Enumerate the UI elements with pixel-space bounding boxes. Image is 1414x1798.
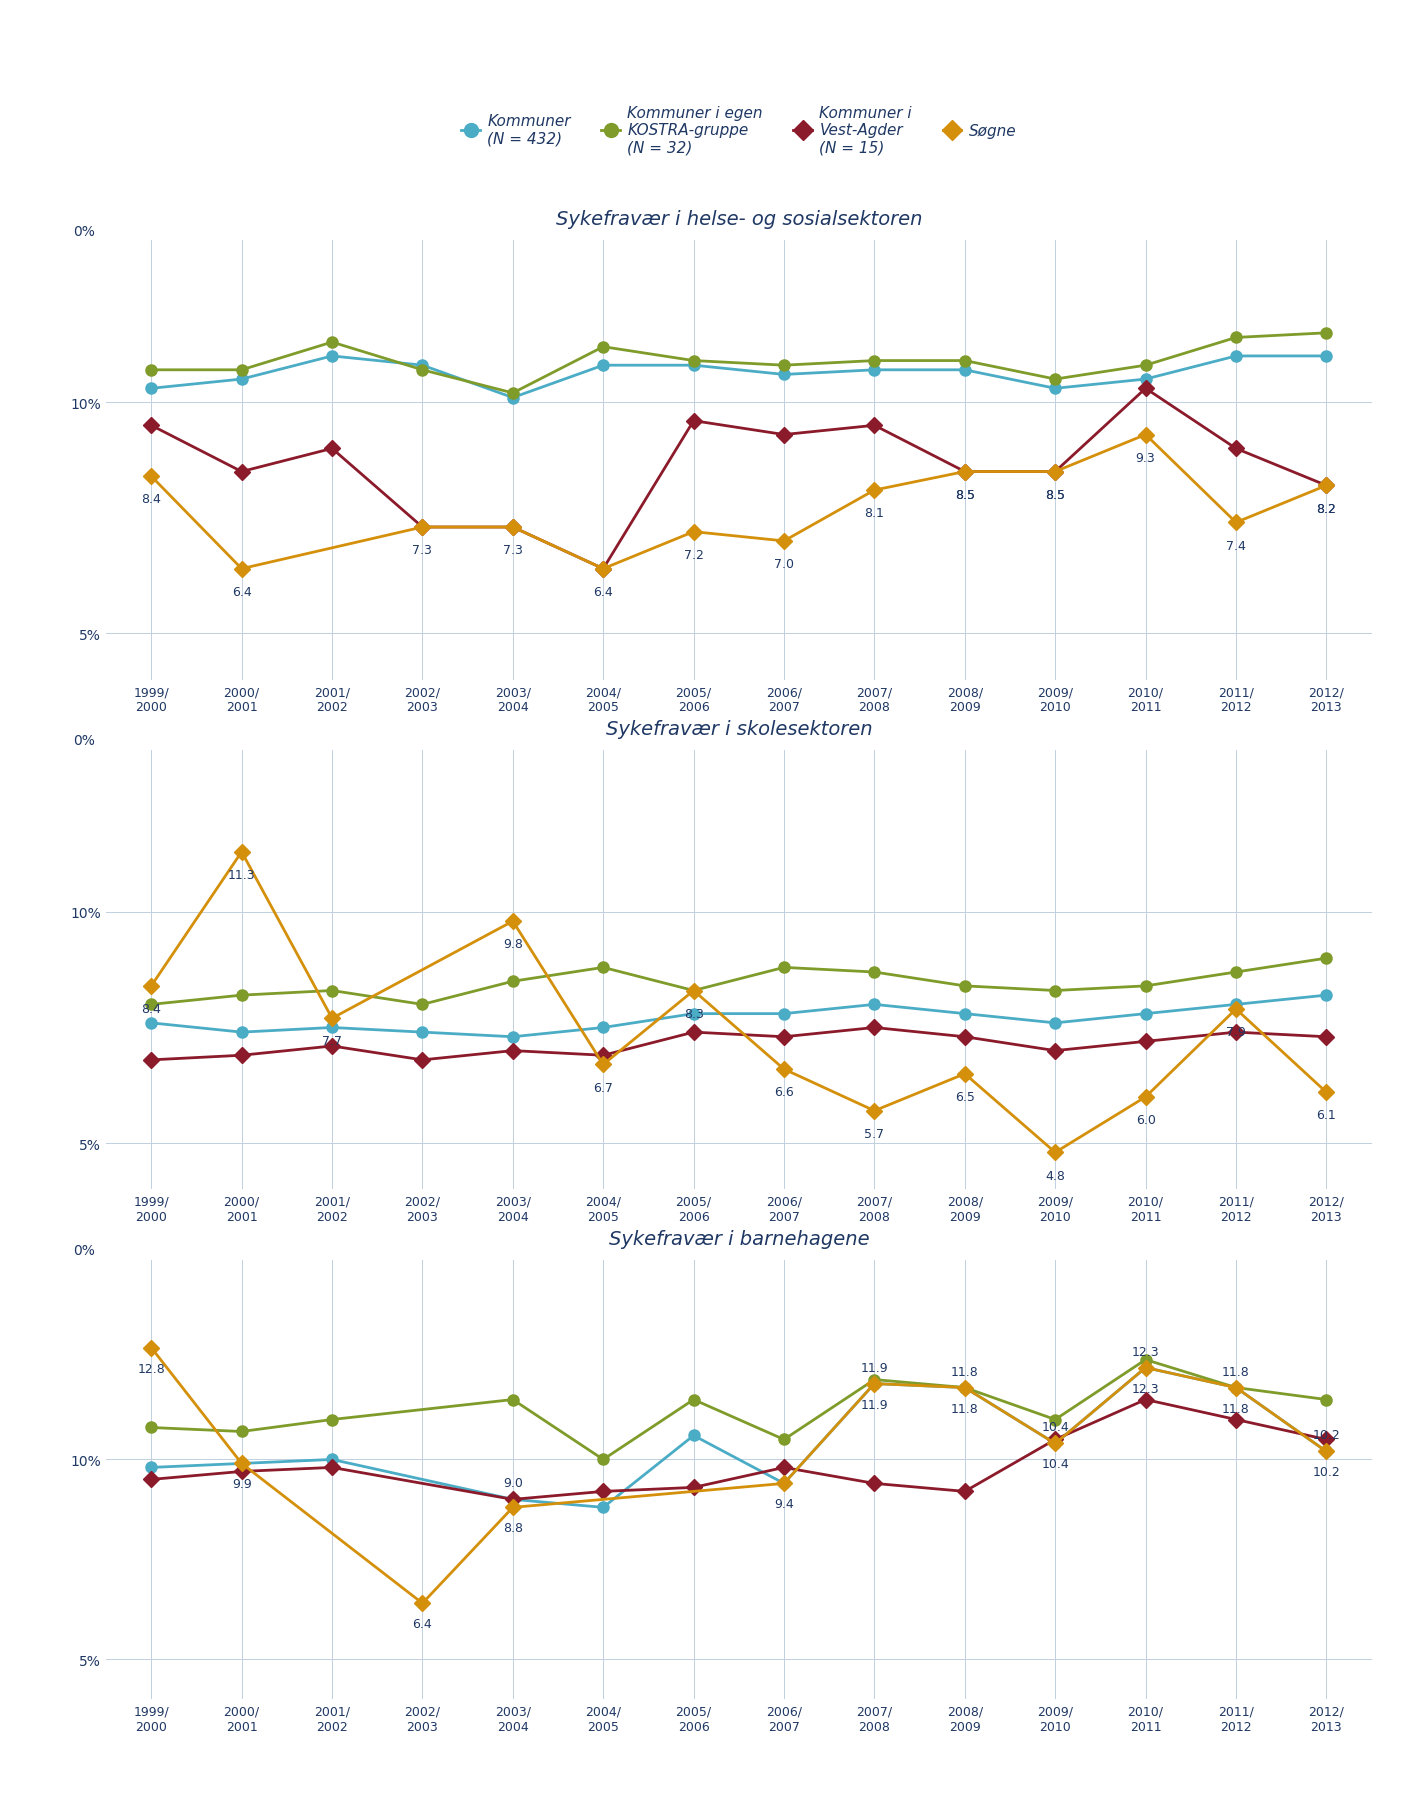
Text: 11.9: 11.9 [861, 1397, 888, 1411]
Text: 12.8: 12.8 [137, 1361, 165, 1375]
Text: 8.1: 8.1 [864, 507, 884, 520]
Text: 9.9: 9.9 [232, 1478, 252, 1491]
Text: 10.2: 10.2 [1312, 1465, 1340, 1478]
Text: 0%: 0% [74, 1242, 95, 1257]
Text: 8.4: 8.4 [141, 493, 161, 505]
Text: 11.3: 11.3 [228, 868, 256, 881]
Text: 8.2: 8.2 [1316, 502, 1336, 516]
Text: 9.4: 9.4 [773, 1498, 793, 1510]
Text: 7.7: 7.7 [322, 1036, 342, 1048]
Text: 6.4: 6.4 [232, 586, 252, 599]
Text: 11.8: 11.8 [952, 1365, 978, 1377]
Legend: Kommuner
(N = 432), Kommuner i egen
KOSTRA-gruppe
(N = 32), Kommuner i
Vest-Agde: Kommuner (N = 432), Kommuner i egen KOST… [461, 106, 1017, 155]
Text: 7.2: 7.2 [684, 548, 704, 561]
Text: 9.0: 9.0 [503, 1476, 523, 1489]
Text: 6.4: 6.4 [413, 1616, 433, 1631]
Text: 8.5: 8.5 [1045, 489, 1065, 502]
Text: Sykefravær i helse- og sosialsektoren: Sykefravær i helse- og sosialsektoren [556, 210, 922, 228]
Text: 6.4: 6.4 [594, 586, 614, 599]
Text: 8.2: 8.2 [1316, 502, 1336, 516]
Text: 11.8: 11.8 [1222, 1402, 1250, 1415]
Text: 10.4: 10.4 [1041, 1458, 1069, 1471]
Text: 5.7: 5.7 [864, 1127, 884, 1140]
Text: 6.1: 6.1 [1316, 1109, 1336, 1122]
Text: 9.8: 9.8 [503, 939, 523, 951]
Text: 12.3: 12.3 [1131, 1345, 1159, 1357]
Text: 11.8: 11.8 [1222, 1365, 1250, 1377]
Text: 0%: 0% [74, 225, 95, 239]
Text: 10.4: 10.4 [1041, 1420, 1069, 1433]
Text: 10.2: 10.2 [1312, 1429, 1340, 1442]
Text: 7.4: 7.4 [1226, 539, 1246, 552]
Text: 6.5: 6.5 [954, 1090, 974, 1104]
Text: 8.5: 8.5 [954, 489, 974, 502]
Text: 7.9: 7.9 [1226, 1025, 1246, 1039]
Text: 9.3: 9.3 [1135, 451, 1155, 464]
Text: 6.0: 6.0 [1135, 1113, 1155, 1126]
Text: 7.3: 7.3 [503, 545, 523, 557]
Text: 6.6: 6.6 [773, 1086, 793, 1099]
Text: 0%: 0% [74, 734, 95, 748]
Text: 6.7: 6.7 [594, 1081, 614, 1093]
Text: Sykefravær i skolesektoren: Sykefravær i skolesektoren [605, 719, 872, 739]
Text: 8.8: 8.8 [503, 1521, 523, 1534]
Text: 7.0: 7.0 [773, 557, 795, 570]
Text: 8.4: 8.4 [141, 1003, 161, 1016]
Text: 7.3: 7.3 [413, 545, 433, 557]
Text: 4.8: 4.8 [1045, 1169, 1065, 1181]
Text: 8.5: 8.5 [1045, 489, 1065, 502]
Text: Sykefravær i barnehagene: Sykefravær i barnehagene [608, 1228, 870, 1248]
Text: 8.5: 8.5 [954, 489, 974, 502]
Text: 11.9: 11.9 [861, 1361, 888, 1374]
Text: 11.8: 11.8 [952, 1402, 978, 1415]
Text: 8.3: 8.3 [684, 1007, 704, 1019]
Text: 12.3: 12.3 [1131, 1383, 1159, 1395]
